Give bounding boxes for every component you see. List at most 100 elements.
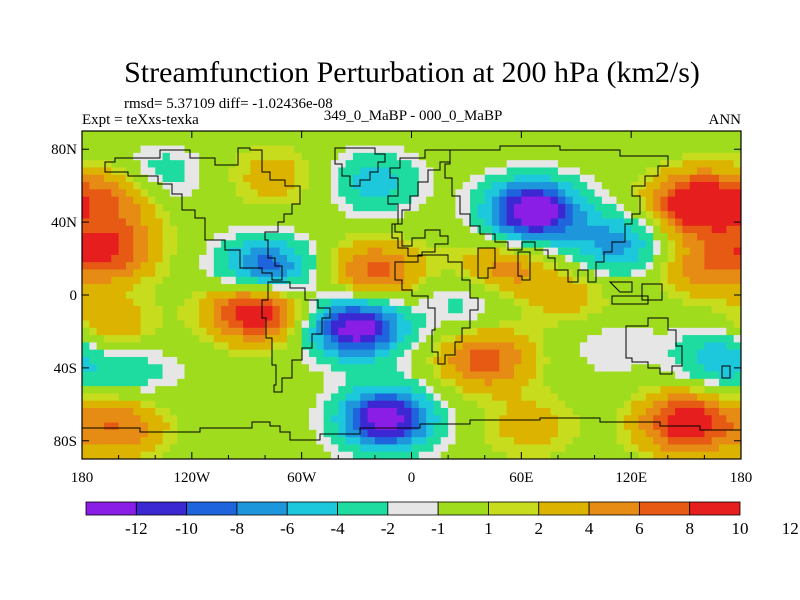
field-cell	[623, 233, 640, 241]
field-cell	[184, 320, 200, 329]
field-cell	[360, 429, 369, 438]
field-cell	[308, 327, 317, 336]
field-cell	[667, 269, 684, 278]
field-cell	[89, 182, 120, 190]
field-cell	[484, 276, 515, 285]
field-cell	[631, 211, 647, 220]
field-cell	[235, 276, 259, 285]
field-cell	[82, 160, 112, 169]
field-cell	[155, 196, 244, 205]
field-cell	[147, 160, 186, 169]
field-cell	[572, 407, 618, 416]
field-cell	[660, 429, 669, 438]
colorbar-label: -1	[431, 519, 445, 538]
field-cell	[155, 284, 273, 292]
field-cell	[301, 196, 332, 205]
field-cell	[316, 437, 332, 446]
field-cell	[389, 298, 405, 307]
field-cell	[579, 415, 618, 424]
field-cell	[704, 240, 741, 249]
field-cell	[484, 422, 500, 431]
field-cell	[272, 298, 288, 307]
field-cell	[82, 356, 90, 365]
field-cell	[426, 269, 442, 278]
field-cell	[506, 451, 552, 459]
field-cell	[352, 174, 398, 183]
field-cell	[147, 254, 164, 263]
field-cell	[360, 444, 413, 453]
field-cell	[323, 327, 332, 336]
field-cell	[587, 218, 625, 227]
field-cell	[323, 386, 339, 394]
field-cell	[601, 327, 654, 336]
field-cell	[579, 349, 669, 358]
field-cell	[587, 335, 684, 343]
field-cell	[177, 422, 310, 431]
coastline-outline	[82, 145, 741, 441]
field-cell	[155, 400, 317, 409]
field-cell	[125, 218, 142, 227]
field-cell	[301, 262, 317, 271]
field-cell	[177, 356, 303, 365]
field-cell	[565, 196, 574, 205]
season-label: ANN	[709, 112, 742, 128]
field-cell	[470, 276, 486, 285]
field-cell	[660, 196, 669, 205]
field-cell	[118, 247, 134, 256]
field-cell	[169, 218, 464, 227]
field-cell	[638, 422, 654, 431]
field-cell	[213, 342, 230, 351]
field-cell	[89, 356, 149, 365]
colorbar-label: -2	[381, 519, 395, 538]
field-cell	[572, 218, 588, 227]
field-cell	[162, 451, 332, 459]
field-cell	[308, 335, 325, 343]
field-cell	[543, 364, 596, 373]
field-cell	[426, 335, 442, 343]
field-cell	[140, 189, 149, 198]
field-cell	[484, 167, 508, 176]
field-cell	[338, 356, 376, 365]
field-cell	[623, 415, 640, 424]
field-cell	[616, 196, 640, 205]
field-cell	[155, 407, 171, 416]
field-cell	[704, 262, 741, 271]
field-cell	[250, 291, 281, 300]
field-cell	[448, 356, 471, 365]
field-cell	[228, 349, 273, 358]
field-cell	[411, 393, 427, 402]
field-cell	[587, 182, 603, 190]
field-cell	[543, 189, 559, 198]
field-cell	[484, 378, 493, 387]
field-cell	[147, 356, 178, 365]
field-cell	[653, 327, 669, 336]
field-cell	[689, 371, 720, 380]
field-cell	[638, 386, 662, 394]
field-cell	[308, 233, 347, 241]
field-cell	[638, 415, 654, 424]
field-cell	[609, 298, 684, 307]
field-cell	[389, 349, 405, 358]
field-cell	[682, 218, 741, 227]
field-cell	[462, 327, 478, 336]
field-cell	[514, 327, 544, 336]
field-cell	[418, 415, 427, 424]
field-cell	[484, 305, 522, 314]
field-cell	[345, 415, 354, 424]
colorbar-label: -4	[330, 519, 345, 538]
field-cell	[82, 407, 134, 416]
field-cell	[82, 240, 120, 249]
field-cell	[82, 189, 112, 198]
field-cell	[279, 327, 288, 336]
field-cell	[514, 291, 588, 300]
field-cell	[506, 218, 522, 227]
field-cell	[287, 254, 303, 263]
field-cell	[82, 349, 105, 358]
field-cell	[323, 342, 339, 351]
field-cell	[147, 225, 164, 234]
field-cell	[330, 327, 339, 336]
field-cell	[411, 437, 427, 446]
field-cell	[719, 174, 741, 183]
field-cell	[162, 218, 171, 227]
field-cell	[411, 429, 427, 438]
